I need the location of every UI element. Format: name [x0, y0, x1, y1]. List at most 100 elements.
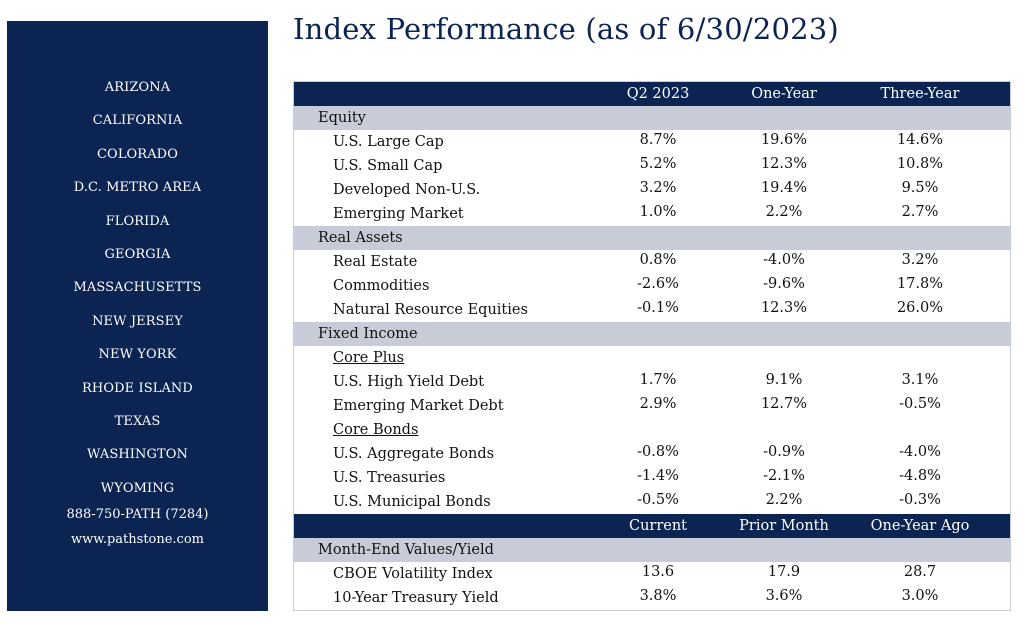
value-three-year: -0.3%	[899, 492, 941, 508]
location-massachusetts[interactable]: MASSACHUSETTS	[73, 280, 202, 296]
performance-table: Q2 2023 One-Year Three-Year Equity U.S. …	[293, 81, 1011, 611]
value-q2: -0.5%	[637, 492, 679, 508]
section-month-end: Month-End Values/Yield	[294, 538, 1010, 562]
location-florida[interactable]: FLORIDA	[105, 213, 170, 229]
value-one-year: -2.1%	[763, 468, 805, 484]
value-one-year: 12.7%	[760, 396, 808, 412]
value-three-year: 14.6%	[896, 132, 944, 148]
row-label: U.S. Municipal Bonds	[333, 494, 491, 510]
table-row: U.S. Large Cap 8.7% 19.6% 14.6%	[294, 130, 1010, 154]
value-three-year: 2.7%	[901, 204, 939, 220]
location-georgia[interactable]: GEORGIA	[104, 246, 171, 262]
row-label: U.S. Treasuries	[333, 470, 446, 486]
table-row: CBOE Volatility Index 13.6 17.9 28.7	[294, 562, 1010, 586]
location-new-jersey[interactable]: NEW JERSEY	[92, 313, 183, 329]
table-row: U.S. Treasuries -1.4% -2.1% -4.8%	[294, 466, 1010, 490]
section-label: Real Assets	[318, 230, 403, 246]
value-one-year: 19.4%	[760, 180, 808, 196]
value-q2: 8.7%	[639, 132, 677, 148]
value-one-year-ago: 3.0%	[901, 588, 939, 604]
location-washington[interactable]: WASHINGTON	[87, 447, 188, 463]
table-row: U.S. Municipal Bonds -0.5% 2.2% -0.3%	[294, 490, 1010, 514]
table-row: Real Estate 0.8% -4.0% 3.2%	[294, 250, 1010, 274]
row-label: U.S. Large Cap	[333, 134, 444, 150]
value-three-year: -4.0%	[899, 444, 941, 460]
value-three-year: 3.1%	[901, 372, 939, 388]
value-one-year: -0.9%	[763, 444, 805, 460]
value-q2: 1.7%	[639, 372, 677, 388]
col-header-three-year: Three-Year	[880, 86, 960, 102]
col-header-q2: Q2 2023	[626, 86, 690, 102]
row-label: Emerging Market Debt	[333, 398, 504, 414]
col-header-current: Current	[628, 518, 688, 534]
value-current: 3.8%	[639, 588, 677, 604]
row-label: Real Estate	[333, 254, 418, 270]
value-one-year: 12.3%	[760, 300, 808, 316]
col-header-one-year: One-Year	[751, 86, 817, 102]
section-label: Fixed Income	[318, 326, 418, 342]
section-real-assets: Real Assets	[294, 226, 1010, 250]
value-prior-month: 17.9	[767, 564, 801, 580]
location-dc-metro[interactable]: D.C. METRO AREA	[73, 180, 202, 196]
page-title: Index Performance (as of 6/30/2023)	[293, 12, 839, 46]
value-three-year: 9.5%	[901, 180, 939, 196]
value-three-year: -0.5%	[899, 396, 941, 412]
value-q2: 1.0%	[639, 204, 677, 220]
value-q2: 2.9%	[639, 396, 677, 412]
value-three-year: -4.8%	[899, 468, 941, 484]
row-label: Commodities	[333, 278, 430, 294]
value-prior-month: 3.6%	[765, 588, 803, 604]
row-label: Developed Non-U.S.	[333, 182, 481, 198]
value-three-year: 17.8%	[896, 276, 944, 292]
table-row: U.S. Small Cap 5.2% 12.3% 10.8%	[294, 154, 1010, 178]
phone-number[interactable]: 888-750-PATH (7284)	[66, 507, 209, 522]
location-wyoming[interactable]: WYOMING	[100, 480, 175, 496]
value-q2: -1.4%	[637, 468, 679, 484]
location-texas[interactable]: TEXAS	[114, 413, 161, 429]
value-current: 13.6	[641, 564, 675, 580]
location-colorado[interactable]: COLORADO	[97, 146, 178, 162]
office-locations-list: ARIZONA CALIFORNIA COLORADO D.C. METRO A…	[7, 71, 268, 505]
value-one-year: -9.6%	[763, 276, 805, 292]
value-q2: 5.2%	[639, 156, 677, 172]
value-one-year: -4.0%	[763, 252, 805, 268]
table-row: Commodities -2.6% -9.6% 17.8%	[294, 274, 1010, 298]
table-row: U.S. High Yield Debt 1.7% 9.1% 3.1%	[294, 370, 1010, 394]
location-new-york[interactable]: NEW YORK	[98, 347, 177, 363]
row-label: 10-Year Treasury Yield	[333, 590, 499, 606]
location-rhode-island[interactable]: RHODE ISLAND	[82, 380, 193, 396]
col-header-prior-month: Prior Month	[739, 518, 829, 534]
value-one-year: 12.3%	[760, 156, 808, 172]
row-label: U.S. High Yield Debt	[333, 374, 485, 390]
table-header-row: Q2 2023 One-Year Three-Year	[294, 82, 1010, 106]
value-one-year: 2.2%	[765, 492, 803, 508]
value-three-year: 3.2%	[901, 252, 939, 268]
section-fixed-income: Fixed Income	[294, 322, 1010, 346]
subsection-label: Core Bonds	[333, 422, 419, 438]
section-equity: Equity	[294, 106, 1010, 130]
location-arizona[interactable]: ARIZONA	[104, 80, 171, 95]
table-row: Emerging Market Debt 2.9% 12.7% -0.5%	[294, 394, 1010, 418]
value-one-year: 2.2%	[765, 204, 803, 220]
value-three-year: 10.8%	[896, 156, 944, 172]
row-label: U.S. Aggregate Bonds	[333, 446, 495, 462]
table-row: 10-Year Treasury Yield 3.8% 3.6% 3.0%	[294, 586, 1010, 610]
value-q2: 3.2%	[639, 180, 677, 196]
website-link[interactable]: www.pathstone.com	[71, 532, 204, 547]
table-header-row-2: Current Prior Month One-Year Ago	[294, 514, 1010, 538]
row-label: U.S. Small Cap	[333, 158, 443, 174]
row-label: Natural Resource Equities	[333, 302, 528, 318]
value-q2: -0.1%	[637, 300, 679, 316]
section-label: Equity	[318, 110, 366, 126]
value-q2: -2.6%	[637, 276, 679, 292]
subsection-label: Core Plus	[333, 350, 405, 366]
value-one-year: 9.1%	[765, 372, 803, 388]
value-three-year: 26.0%	[896, 300, 944, 316]
row-label: Emerging Market	[333, 206, 464, 222]
table-row: Emerging Market 1.0% 2.2% 2.7%	[294, 202, 1010, 226]
location-california[interactable]: CALIFORNIA	[92, 113, 183, 129]
subsection-core-bonds: Core Bonds	[294, 418, 1010, 442]
sidebar-panel: ARIZONA CALIFORNIA COLORADO D.C. METRO A…	[7, 21, 268, 611]
row-label: CBOE Volatility Index	[333, 566, 493, 582]
table-row: U.S. Aggregate Bonds -0.8% -0.9% -4.0%	[294, 442, 1010, 466]
